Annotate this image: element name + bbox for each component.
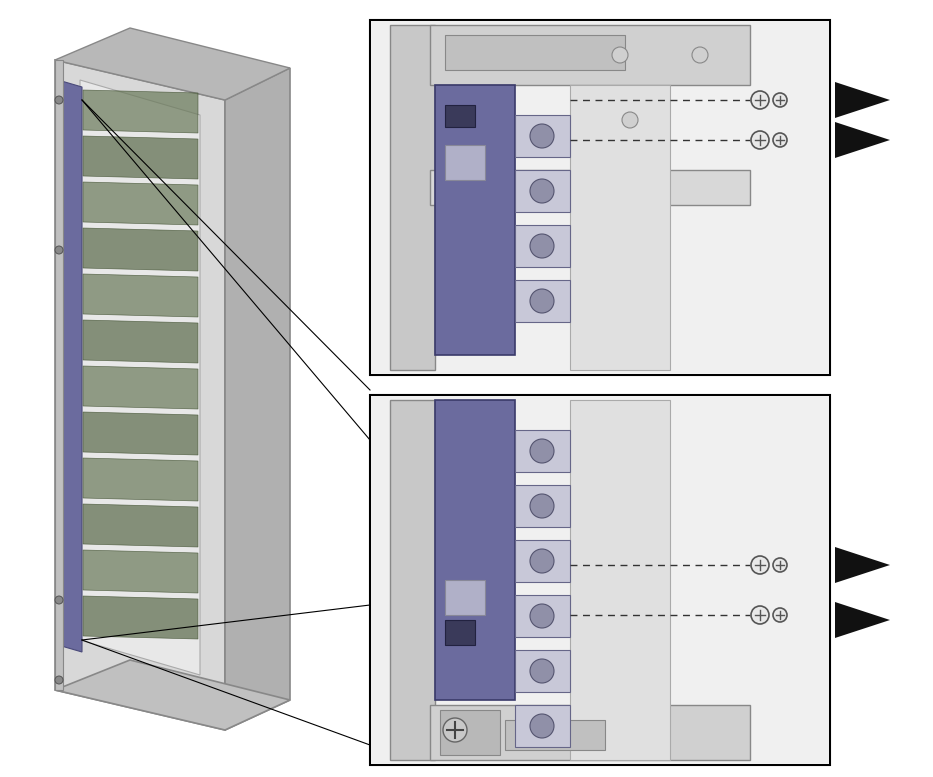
Circle shape [530,604,554,628]
Polygon shape [83,412,198,455]
Polygon shape [835,82,890,118]
Bar [515,705,570,747]
Circle shape [773,93,787,107]
Bar [515,115,570,157]
Polygon shape [55,60,225,730]
Bar [515,280,570,322]
Circle shape [530,124,554,148]
Circle shape [612,47,628,63]
Polygon shape [55,660,290,730]
Polygon shape [83,550,198,593]
Circle shape [530,659,554,683]
Polygon shape [83,504,198,547]
Bar [570,85,670,370]
Polygon shape [430,705,750,760]
Bar [445,145,485,180]
Bar [505,720,605,750]
Bar [371,21,829,374]
Polygon shape [83,182,198,225]
Circle shape [773,608,787,622]
Bar [515,170,570,212]
Bar [515,430,570,472]
Polygon shape [83,90,198,133]
Bar [370,395,830,765]
Polygon shape [83,458,198,501]
Bar [440,710,500,755]
Bar [515,540,570,582]
Polygon shape [83,596,198,639]
Polygon shape [83,228,198,271]
Bar [435,85,515,355]
Polygon shape [58,80,82,652]
Circle shape [443,718,467,742]
Circle shape [530,494,554,518]
Circle shape [530,714,554,738]
Circle shape [622,112,638,128]
Polygon shape [83,320,198,363]
Circle shape [751,91,769,109]
Circle shape [530,234,554,258]
Polygon shape [835,547,890,583]
Polygon shape [55,28,290,100]
Circle shape [530,179,554,203]
Circle shape [530,549,554,573]
Polygon shape [390,25,435,370]
Polygon shape [80,80,200,675]
Polygon shape [430,25,750,85]
Bar [371,396,829,764]
Bar [515,225,570,267]
Circle shape [692,47,708,63]
Polygon shape [225,68,290,730]
Circle shape [773,133,787,147]
Circle shape [773,558,787,572]
Polygon shape [430,170,750,205]
Bar [445,580,485,615]
Bar [515,485,570,527]
Circle shape [530,439,554,463]
Bar [370,20,830,375]
Polygon shape [83,366,198,409]
Polygon shape [390,400,435,760]
Circle shape [751,131,769,149]
Bar [515,650,570,692]
Bar [570,400,670,760]
Polygon shape [83,136,198,179]
Circle shape [751,606,769,624]
Polygon shape [835,122,890,158]
Bar [435,400,515,700]
Circle shape [55,596,63,604]
Polygon shape [83,274,198,317]
Circle shape [55,246,63,254]
Bar [55,60,63,690]
Bar [515,595,570,637]
Circle shape [530,289,554,313]
Circle shape [55,96,63,104]
Polygon shape [835,602,890,638]
Circle shape [55,676,63,684]
Bar [445,35,625,70]
Circle shape [751,556,769,574]
Bar [445,620,475,645]
Bar [445,105,475,127]
